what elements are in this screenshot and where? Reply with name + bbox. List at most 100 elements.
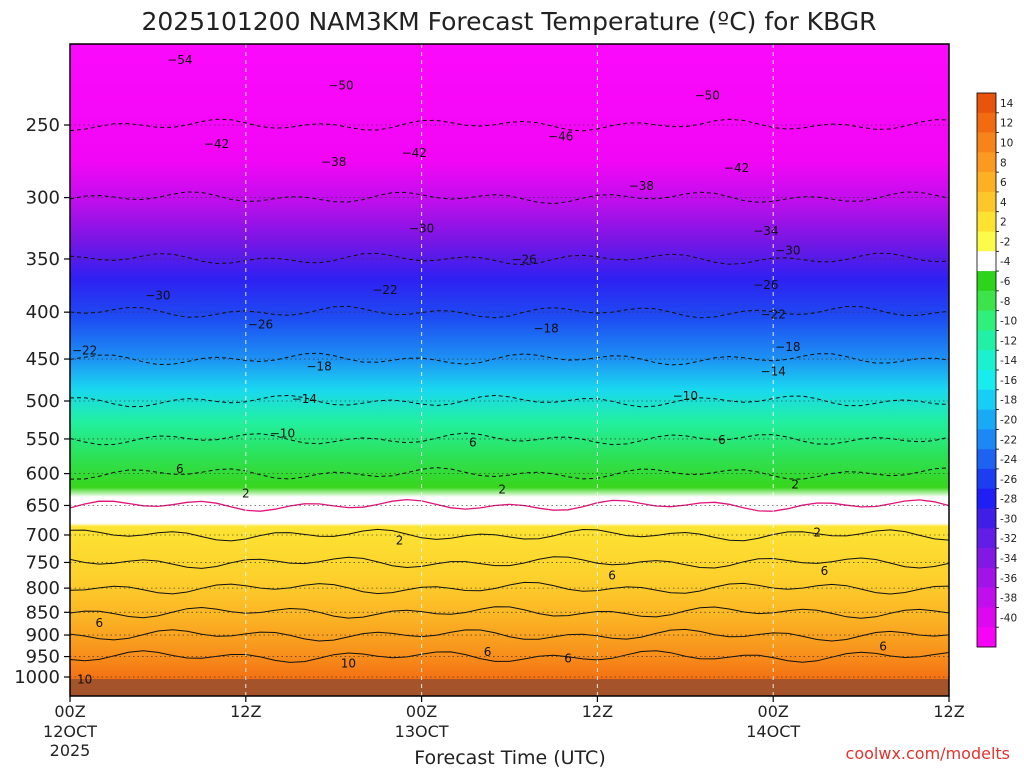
- temperature-field: [70, 44, 949, 696]
- colorbar-swatch: [977, 191, 996, 213]
- y-tick-label: 400: [26, 302, 60, 323]
- contour-label: 10: [77, 672, 92, 686]
- contour-label: 2: [242, 487, 250, 501]
- colorbar-label: -8: [1000, 296, 1010, 308]
- contour-label: 2: [396, 534, 404, 548]
- contour-label: −30: [409, 222, 434, 236]
- y-tick-label: 250: [26, 115, 60, 136]
- x-tick-label: 12Z: [933, 702, 964, 721]
- colorbar-swatch: [977, 350, 996, 371]
- y-tick-label: 550: [26, 429, 60, 450]
- contour-label: 6: [879, 639, 887, 653]
- colorbar-swatch: [977, 370, 996, 391]
- y-axis: 2503003504004505005506006507007508008509…: [14, 115, 70, 688]
- contour-label: 6: [176, 462, 184, 476]
- colorbar-label: -14: [1000, 355, 1017, 367]
- colorbar-label: 8: [1000, 157, 1007, 169]
- y-tick-label: 850: [26, 602, 60, 623]
- contour-label: −14: [761, 365, 786, 379]
- colorbar-label: -32: [1000, 533, 1017, 545]
- contour-label: −38: [321, 155, 346, 169]
- x-tick-label: 00Z: [54, 702, 85, 721]
- contour-label: −50: [328, 78, 353, 92]
- y-tick-label: 500: [26, 391, 60, 412]
- contour-label: −34: [753, 224, 778, 238]
- contour-label: −10: [673, 389, 698, 403]
- contour-label: −30: [145, 288, 170, 302]
- colorbar-label: 14: [1000, 98, 1014, 110]
- colorbar-label: -12: [1000, 335, 1017, 347]
- contour-label: −30: [775, 243, 800, 257]
- colorbar-swatch: [977, 429, 996, 450]
- chart-title: 2025101200 NAM3KM Forecast Temperature (…: [141, 7, 876, 36]
- isotherm-line: [70, 650, 949, 663]
- contour-label: −10: [270, 427, 295, 441]
- colorbar-swatch: [977, 112, 996, 133]
- colorbar-swatch: [977, 172, 996, 193]
- contour-label: −14: [292, 392, 317, 406]
- contour-label: −18: [775, 340, 800, 354]
- contour-label: 6: [469, 435, 477, 449]
- colorbar-legend: 14 12 10 8 6 4 2 -2 -4 -6 -8 -10 -12 -14 -16 -18 -20 -22 -…: [976, 92, 1017, 648]
- colorbar-label: 10: [1000, 137, 1013, 149]
- contour-label: 6: [718, 433, 726, 447]
- colorbar-swatch: [977, 488, 996, 509]
- colorbar-swatch: [977, 449, 996, 470]
- contour-label: −38: [629, 179, 654, 193]
- x-tick-label: 00Z: [758, 702, 789, 721]
- contour-label: −22: [72, 344, 97, 358]
- colorbar-swatch: [977, 231, 996, 252]
- credit-text: coolwx.com/modelts: [846, 744, 1010, 763]
- isotherm-line: [70, 394, 949, 408]
- y-tick-label: 1000: [14, 667, 60, 688]
- y-tick-label: 300: [26, 188, 60, 209]
- isotherm-line: [70, 305, 949, 319]
- contour-label: 10: [341, 656, 356, 670]
- colorbar-label: -20: [1000, 414, 1017, 426]
- x-axis-label: Forecast Time (UTC): [414, 747, 605, 768]
- isotherm-line: [70, 556, 949, 569]
- isotherm-line: [70, 118, 949, 132]
- x-tick-year: 2025: [50, 741, 91, 760]
- isotherm-line: [70, 606, 949, 619]
- contour-label: −26: [511, 252, 536, 266]
- below-ground-mask: [70, 679, 949, 696]
- isotherm-line: [70, 581, 949, 595]
- colorbar-swatch: [977, 468, 996, 490]
- x-tick-date: 13OCT: [395, 722, 449, 741]
- colorbar-label: -38: [1000, 593, 1017, 605]
- contour-labels: −54 −50 −50 −42 −46 −42 −38 −38 −42 −30 −34 −30 −26 −…: [72, 53, 887, 687]
- colorbar-swatch: [977, 587, 996, 608]
- colorbar-swatch: [977, 528, 996, 549]
- colorbar-swatch: [977, 607, 996, 628]
- contour-label: 6: [608, 568, 616, 582]
- x-tick-label: 00Z: [406, 702, 437, 721]
- contour-label: −26: [753, 278, 778, 292]
- contour-label: 6: [484, 645, 492, 659]
- y-tick-label: 650: [26, 495, 60, 516]
- contour-label: 2: [813, 526, 821, 540]
- colorbar-swatch: [977, 132, 996, 153]
- colorbar-swatch: [977, 627, 996, 648]
- colorbar-label: -10: [1000, 316, 1017, 328]
- colorbar-label: 6: [1000, 177, 1007, 189]
- colorbar-label: -4: [1000, 256, 1011, 268]
- contour-label: −22: [761, 308, 786, 322]
- plot-frame: [69, 43, 950, 697]
- contour-label: −42: [402, 146, 427, 160]
- plot-area: −54 −50 −50 −42 −46 −42 −38 −38 −42 −30 −34 −30 −26 −…: [69, 43, 950, 697]
- isotherm-line: [70, 191, 949, 205]
- colorbar-label: -28: [1000, 494, 1017, 506]
- y-tick-label: 600: [26, 464, 60, 485]
- y-tick-label: 350: [26, 249, 60, 270]
- isotherm-line: [70, 352, 949, 366]
- colorbar-label: -30: [1000, 513, 1017, 525]
- y-tick-label: 950: [26, 647, 60, 668]
- colorbar-label: 12: [1000, 118, 1013, 130]
- colorbar-swatch: [977, 330, 996, 351]
- colorbar-swatch: [977, 271, 996, 292]
- colorbar-swatch: [977, 567, 996, 588]
- y-tick-label: 450: [26, 349, 60, 370]
- contour-label: −22: [372, 283, 397, 297]
